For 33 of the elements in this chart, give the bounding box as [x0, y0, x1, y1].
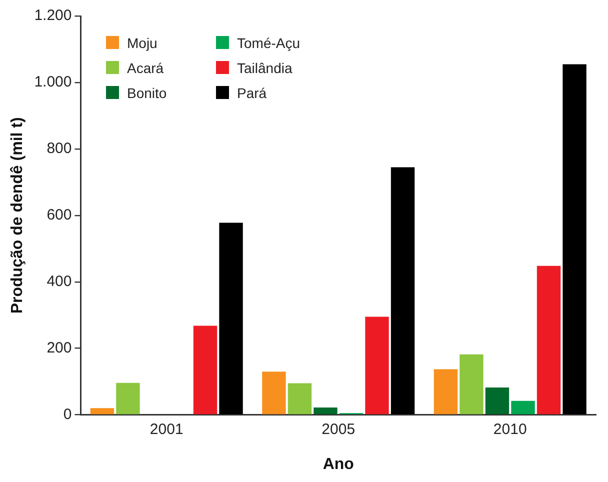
y-tick-label: 800 — [46, 140, 72, 158]
bar — [511, 400, 535, 414]
y-tick-label: 400 — [46, 273, 72, 290]
legend-label: Tailândia — [236, 58, 294, 78]
bar — [390, 167, 415, 414]
legend-label: Pará — [236, 84, 268, 102]
legend-label: Bonito — [126, 84, 168, 102]
bar — [536, 266, 561, 414]
x-tick-label: 2001 — [150, 420, 184, 438]
bar — [219, 222, 243, 414]
x-tick-label: 2005 — [322, 420, 356, 438]
x-axis-title: Ano — [322, 456, 354, 473]
bar — [314, 407, 338, 414]
y-tick-label: 600 — [46, 206, 72, 224]
bar — [90, 408, 114, 414]
bar — [288, 383, 312, 414]
legend-label: Tomé-Açu — [236, 34, 302, 53]
bar — [262, 372, 286, 414]
y-axis-title: Produção de dendê (mil t) — [9, 117, 26, 314]
bar — [116, 382, 140, 414]
y-tick-label: 200 — [46, 339, 72, 356]
bar — [460, 354, 484, 414]
x-tick-label: 2010 — [493, 420, 527, 438]
bar — [365, 316, 389, 414]
bar — [562, 64, 586, 414]
bar — [193, 326, 218, 414]
y-tick-label: 1.200 — [34, 7, 72, 24]
bar — [434, 369, 458, 414]
y-tick-label: 0 — [63, 406, 72, 423]
y-tick-label: 1.000 — [34, 74, 72, 91]
legend-label: Moju — [126, 34, 158, 53]
legend-label: Acará — [126, 58, 165, 78]
bar — [485, 388, 510, 414]
